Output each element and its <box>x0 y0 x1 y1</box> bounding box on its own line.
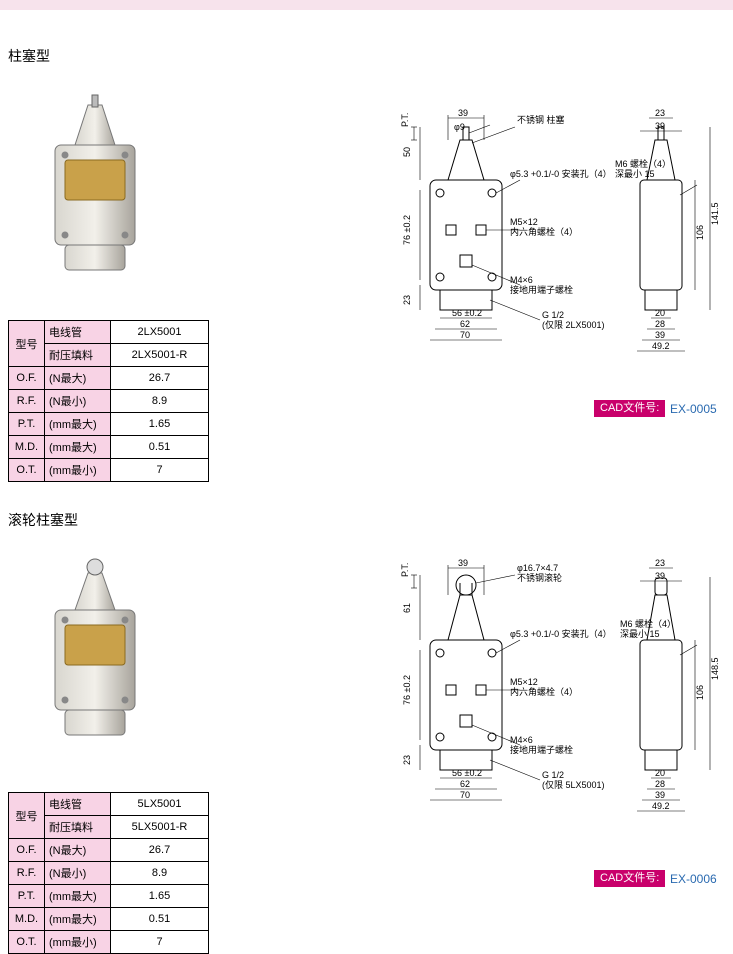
product1-photo <box>40 90 150 280</box>
callout-m6: M6 螺栓（4）深最小 15 <box>615 158 671 179</box>
product2-photo <box>40 555 150 745</box>
dim-62: 62 <box>460 779 470 789</box>
spec-table-1: 型号 电线管 2LX5001 耐压填料 2LX5001-R O.F.(N最大)2… <box>8 320 209 482</box>
dim-1485: 148.5 <box>710 657 720 680</box>
table-row: O.F.(N最大)26.7 <box>9 367 209 390</box>
drawing-1: 39 φ9 不锈钢 柱塞 P.T. 50 76 ±0.2 23 56 ±0.2 … <box>390 105 720 385</box>
callout-pin: 不锈钢 柱塞 <box>517 114 565 125</box>
callout-g12: G 1/2(仅限 5LX5001) <box>542 770 605 790</box>
pt-label: P.T. <box>400 113 410 127</box>
dim-56: 56 ±0.2 <box>452 308 482 318</box>
callout-m5: M5×12内六角螺栓（4） <box>510 217 578 237</box>
row-val: 2LX5001-R <box>111 344 209 367</box>
dim-39b: 39 <box>655 330 665 340</box>
pt-label: P.T. <box>400 563 410 577</box>
dim-phi9: φ9 <box>454 122 465 132</box>
table-row: P.T.(mm最大)1.65 <box>9 885 209 908</box>
row-val: 5LX5001 <box>111 793 209 816</box>
dim-70: 70 <box>460 330 470 340</box>
table-row: O.F.(N最大)26.7 <box>9 839 209 862</box>
table-row: 型号 电线管 2LX5001 <box>9 321 209 344</box>
callout-m4: M4×6接地用端子螺栓 <box>510 735 573 755</box>
row-key: 电线管 <box>45 793 111 816</box>
section2-title: 滚轮柱塞型 <box>8 510 78 530</box>
dim-20: 20 <box>655 308 665 318</box>
spec-table-2: 型号 电线管 5LX5001 耐压填料 5LX5001-R O.F.(N最大)2… <box>8 792 209 954</box>
row-key: 耐压填料 <box>45 816 111 839</box>
table-row: M.D.(mm最大)0.51 <box>9 908 209 931</box>
dim-62: 62 <box>460 319 470 329</box>
dim-1415: 141.5 <box>710 202 720 225</box>
row-key: 电线管 <box>45 321 111 344</box>
dim-39s: 39 <box>655 571 665 581</box>
cad-badge-1: CAD文件号: <box>594 400 665 417</box>
drawing-2: 39 φ16.7×4.7不锈钢滚轮 P.T. 61 76 ±0.2 23 56 … <box>390 555 720 855</box>
table-row: R.F.(N最小)8.9 <box>9 862 209 885</box>
dim-39: 39 <box>458 108 468 118</box>
callout-m5: M5×12内六角螺栓（4） <box>510 677 578 697</box>
dim-23: 23 <box>402 295 412 305</box>
callout-roller: φ16.7×4.7不锈钢滚轮 <box>517 563 562 583</box>
dim-23s: 23 <box>655 108 665 118</box>
dim-70: 70 <box>460 790 470 800</box>
callout-hole: φ5.3 +0.1/-0 安装孔（4） <box>510 628 612 639</box>
cad-number-1: EX-0005 <box>670 402 717 416</box>
dim-28: 28 <box>655 779 665 789</box>
dim-106: 106 <box>695 225 705 240</box>
dim-50: 50 <box>402 147 412 157</box>
dim-23s: 23 <box>655 558 665 568</box>
table-row: M.D.(mm最大)0.51 <box>9 436 209 459</box>
dim-76: 76 ±0.2 <box>402 215 412 245</box>
row-key: 耐压填料 <box>45 344 111 367</box>
callout-hole: φ5.3 +0.1/-0 安装孔（4） <box>510 168 612 179</box>
dim-28: 28 <box>655 319 665 329</box>
callout-g12: G 1/2(仅限 2LX5001) <box>542 310 605 330</box>
section1-title: 柱塞型 <box>8 46 50 66</box>
table-row: R.F.(N最小)8.9 <box>9 390 209 413</box>
cad-number-2: EX-0006 <box>670 872 717 886</box>
dim-23: 23 <box>402 755 412 765</box>
row-val: 5LX5001-R <box>111 816 209 839</box>
dim-39: 39 <box>458 558 468 568</box>
callout-m4: M4×6接地用端子螺栓 <box>510 275 573 295</box>
dim-492: 49.2 <box>652 801 670 811</box>
dim-56: 56 ±0.2 <box>452 768 482 778</box>
row-val: 2LX5001 <box>111 321 209 344</box>
dim-39s: 39 <box>655 121 665 131</box>
dim-76: 76 ±0.2 <box>402 675 412 705</box>
model-label: 型号 <box>9 321 45 367</box>
table-row: 型号 电线管 5LX5001 <box>9 793 209 816</box>
table-row: P.T.(mm最大)1.65 <box>9 413 209 436</box>
dim-106: 106 <box>695 685 705 700</box>
dim-39b: 39 <box>655 790 665 800</box>
dim-492: 49.2 <box>652 341 670 351</box>
accent-bar-top <box>0 0 733 10</box>
dim-20: 20 <box>655 768 665 778</box>
dim-61: 61 <box>402 603 412 613</box>
table-row: O.T.(mm最小)7 <box>9 931 209 954</box>
table-row: O.T.(mm最小)7 <box>9 459 209 482</box>
cad-badge-2: CAD文件号: <box>594 870 665 887</box>
model-label: 型号 <box>9 793 45 839</box>
callout-m6: M6 螺栓（4）深最小 15 <box>620 618 676 639</box>
